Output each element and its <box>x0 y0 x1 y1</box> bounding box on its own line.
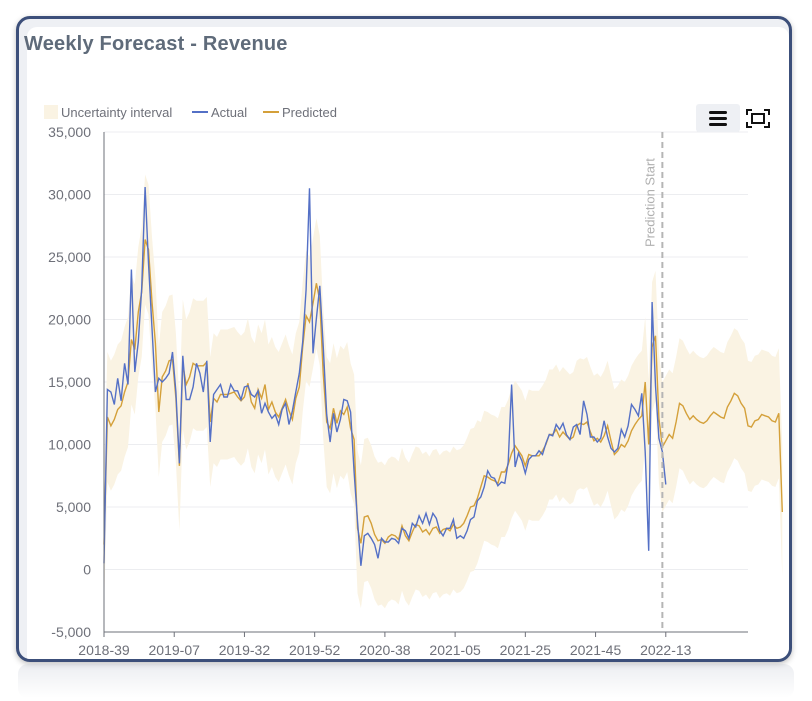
x-tick-label: 2018-39 <box>78 642 130 658</box>
fullscreen-button[interactable] <box>746 109 770 128</box>
x-tick-label: 2022-13 <box>640 642 692 658</box>
actual-series-line <box>103 186 667 566</box>
fullscreen-icon <box>746 109 770 128</box>
legend-label-actual[interactable]: Actual <box>211 105 247 120</box>
uncertainty-band <box>104 174 783 610</box>
y-tick-label: 0 <box>83 562 91 578</box>
legend[interactable]: Uncertainty interval Actual Predicted <box>44 105 337 120</box>
predicted-series-line <box>103 239 783 545</box>
legend-label-uncertainty-interval[interactable]: Uncertainty interval <box>61 105 172 120</box>
legend-swatch-uncertainty-interval <box>44 105 58 119</box>
window-reflection <box>18 664 794 698</box>
y-tick-label: 10,000 <box>48 437 91 453</box>
hamburger-menu-icon <box>709 111 727 126</box>
x-tick-label: 2021-25 <box>500 642 552 658</box>
y-tick-label: 30,000 <box>48 187 91 203</box>
x-tick-label: 2019-32 <box>219 642 271 658</box>
y-tick-label: 15,000 <box>48 374 91 390</box>
uncertainty-interval-area <box>104 174 783 610</box>
x-tick-label: 2021-05 <box>429 642 481 658</box>
axes: -5,000 0 5,000 10,000 15,000 20,000 25,000 30,0… <box>48 124 748 658</box>
y-tick-label: 35,000 <box>48 124 91 140</box>
legend-label-predicted[interactable]: Predicted <box>282 105 337 120</box>
y-tick-label: 5,000 <box>56 499 91 515</box>
menu-button[interactable] <box>696 104 740 132</box>
y-tick-label: -5,000 <box>51 624 91 640</box>
x-tick-label: 2019-07 <box>149 642 201 658</box>
prediction-start-marker: Prediction Start <box>642 132 664 632</box>
x-tick-label: 2019-52 <box>289 642 341 658</box>
y-tick-label: 20,000 <box>48 312 91 328</box>
chart-title: Weekly Forecast - Revenue <box>24 33 288 55</box>
prediction-start-label: Prediction Start <box>642 158 657 247</box>
x-tick-label: 2021-45 <box>570 642 622 658</box>
x-tick-label: 2020-38 <box>359 642 411 658</box>
y-tick-label: 25,000 <box>48 249 91 265</box>
series-lines <box>103 186 783 566</box>
